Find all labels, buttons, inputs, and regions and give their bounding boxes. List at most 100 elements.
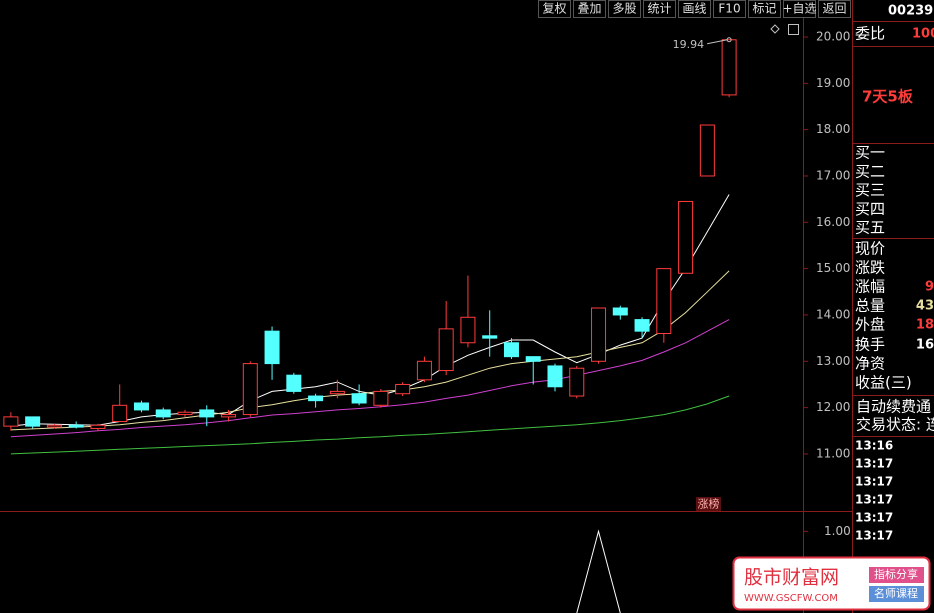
- toolbar-button[interactable]: [748, 0, 781, 18]
- y-tick-label: 12.00: [816, 400, 850, 414]
- toolbar-label[interactable]: +自选: [782, 2, 816, 16]
- annotation-box: [696, 497, 721, 511]
- candle-body: [46, 424, 62, 428]
- toolbar-button[interactable]: [818, 0, 851, 18]
- candle-body: [199, 409, 215, 418]
- tick-time: 13:17: [855, 475, 893, 489]
- tick-time: 13:17: [855, 529, 893, 543]
- tick-time: 13:16: [855, 439, 893, 453]
- stock-tag: 7天5板: [862, 88, 914, 106]
- field-value: 16: [916, 338, 934, 353]
- toolbar-label[interactable]: 统计: [647, 2, 671, 16]
- candle-body: [699, 124, 715, 177]
- toolbar-label[interactable]: 复权: [542, 2, 566, 16]
- candle-body: [525, 356, 541, 362]
- candle-body: [395, 383, 411, 395]
- stock-code: 002395: [888, 4, 934, 19]
- candle-body: [569, 367, 585, 397]
- candle-body: [351, 393, 367, 404]
- toolbar-label[interactable]: F10: [718, 2, 740, 16]
- indicator-line: [576, 529, 621, 613]
- watermark-name: 股市财富网: [744, 567, 839, 589]
- candle-body: [460, 316, 476, 344]
- candle-body: [264, 330, 280, 365]
- bid-label: 买四: [855, 200, 885, 218]
- candle-body: [482, 335, 498, 339]
- candle-body: [112, 404, 128, 423]
- candle-body: [503, 342, 519, 358]
- bid-label: 买一: [855, 144, 885, 162]
- toolbar-button[interactable]: [608, 0, 641, 18]
- bid-label: 买五: [855, 219, 885, 237]
- toolbar-button[interactable]: [573, 0, 606, 18]
- watermark-tag: 指标分享: [874, 567, 918, 581]
- toolbar-button[interactable]: [713, 0, 746, 18]
- y-tick-label: 19.00: [816, 76, 850, 90]
- y-tick-label: 11.00: [816, 446, 850, 460]
- field-label: 涨幅: [855, 278, 885, 296]
- candle-body: [721, 39, 737, 96]
- candle-body: [90, 424, 106, 429]
- y-tick-label: 16.00: [816, 215, 850, 229]
- y-tick-label: 18.00: [816, 122, 850, 136]
- auto-renew: 自动续费通: [856, 398, 931, 416]
- candle-body: [612, 307, 628, 316]
- tick-time: 13:17: [855, 511, 893, 525]
- field-label: 现价: [855, 240, 885, 258]
- icon-diamond[interactable]: [770, 24, 780, 34]
- field-value: 43: [916, 299, 934, 314]
- toolbar-label[interactable]: 画线: [682, 2, 706, 16]
- candle-body: [678, 200, 694, 274]
- bid-label: 买二: [855, 162, 885, 180]
- candle-body: [155, 409, 171, 418]
- candle-body: [373, 390, 389, 406]
- high-label: 19.94: [673, 38, 705, 51]
- toolbar-button[interactable]: [783, 0, 816, 18]
- candle-body: [438, 328, 454, 372]
- field-value: 9: [925, 280, 934, 295]
- candle-body: [656, 268, 672, 334]
- field-value: 18: [916, 318, 934, 333]
- ma-line: [10, 319, 730, 438]
- candle-body: [133, 402, 149, 411]
- toolbar-label[interactable]: 返回: [822, 2, 846, 16]
- ma-line: [10, 270, 730, 431]
- tick-time: 13:17: [855, 493, 893, 507]
- candle-body: [416, 360, 432, 381]
- y-tick-label: 14.00: [816, 307, 850, 321]
- bid-label: 买三: [855, 181, 885, 199]
- toolbar-button[interactable]: [538, 0, 571, 18]
- field-label: 收益(三): [855, 374, 912, 392]
- candle-body: [242, 363, 258, 416]
- y-tick-label: 17.00: [816, 168, 850, 182]
- icon-window[interactable]: [788, 24, 799, 35]
- y-tick-label: 13.00: [816, 354, 850, 368]
- field-label: 净资: [855, 355, 885, 373]
- field-label: 换手: [855, 336, 885, 354]
- candle-body: [634, 319, 650, 332]
- toolbar-label[interactable]: 叠加: [577, 2, 601, 16]
- watermark-tag-bg: [869, 567, 924, 583]
- watermark-tag: 名师课程: [874, 586, 918, 600]
- candle-body: [591, 307, 607, 362]
- toolbar-button[interactable]: [643, 0, 676, 18]
- watermark-tag-bg: [869, 586, 924, 602]
- candle-body: [329, 390, 345, 395]
- candle-body: [221, 414, 237, 418]
- toolbar-label[interactable]: 标记: [752, 2, 776, 16]
- y-tick-label: 15.00: [816, 261, 850, 275]
- weibi-value: 100: [912, 27, 934, 42]
- toolbar-label[interactable]: 多股: [612, 2, 636, 16]
- candle-body: [286, 374, 302, 392]
- trade-status: 交易状态: 连: [856, 416, 934, 434]
- watermark: 股市财富网 WWW.GSCFW.COM 指标分享 名师课程: [732, 556, 931, 611]
- field-label: 涨跌: [855, 259, 885, 277]
- field-label: 外盘: [855, 316, 885, 334]
- y-tick-label: 20.00: [816, 29, 850, 43]
- field-label: 总量: [855, 297, 885, 315]
- weibi-label: 委比: [855, 25, 885, 43]
- toolbar-button[interactable]: [678, 0, 711, 18]
- candle-body: [308, 395, 324, 402]
